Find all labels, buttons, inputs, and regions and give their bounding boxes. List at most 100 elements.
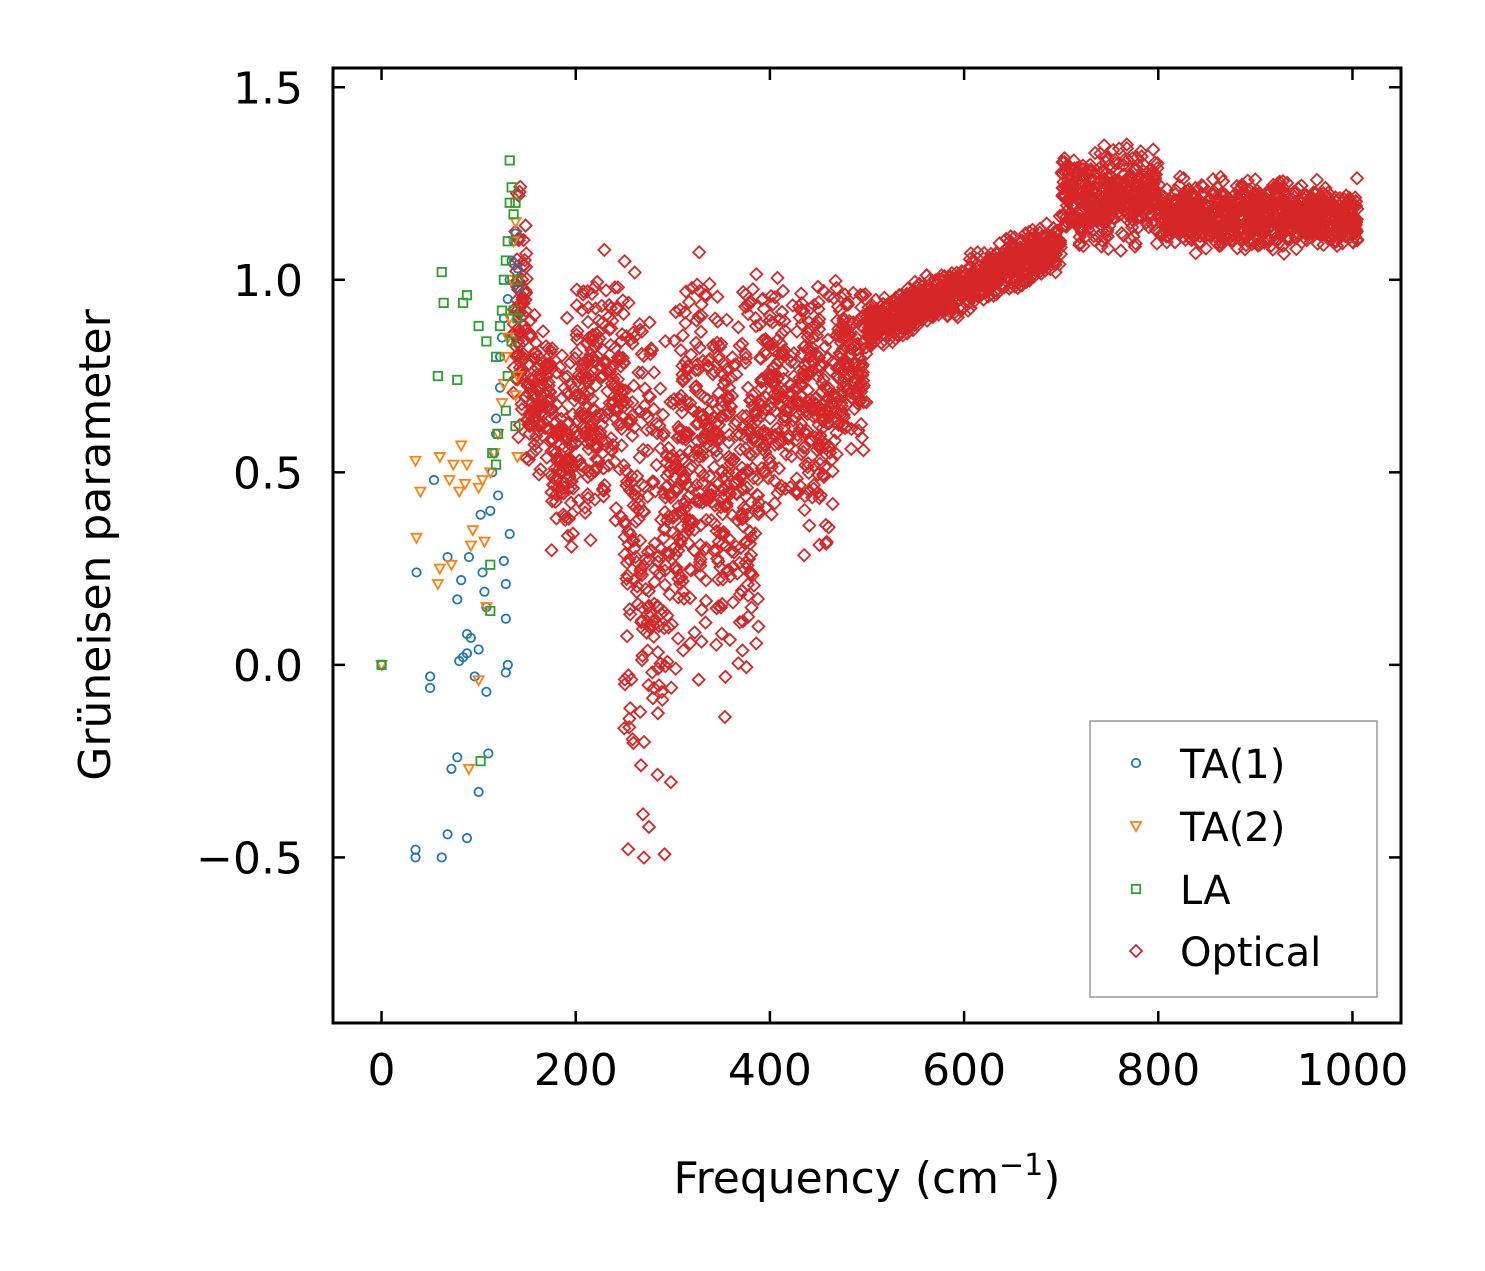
ta2-point [483,467,497,480]
optical-point [1049,224,1064,240]
optical-point [755,442,771,457]
optical-point [526,388,542,404]
optical-point [739,507,755,523]
optical-point [1328,234,1344,249]
optical-point [828,395,844,410]
optical-point [709,600,724,616]
ta2-point [452,486,466,499]
optical-point [597,477,612,493]
optical-point [846,285,861,301]
optical-point [727,417,743,432]
optical-point [640,489,655,504]
optical-point [641,388,656,403]
optical-point [506,326,522,342]
la-point [512,274,523,285]
optical-point [965,253,980,269]
la-point [512,313,523,324]
optical-point [848,356,864,371]
optical-point [789,324,805,339]
ta1-point [491,413,502,424]
optical-point [631,496,647,512]
optical-point [721,485,737,500]
optical-point [735,643,750,658]
optical-point [560,369,575,384]
optical-point [709,335,725,351]
optical-point [722,404,737,420]
optical-point [650,705,666,721]
optical-point [582,332,598,347]
optical-point [819,534,834,550]
optical-point [541,341,556,356]
optical-point [1317,213,1332,228]
optical-point [762,455,778,471]
optical-point [1097,171,1112,187]
optical-point [669,460,684,476]
optical-point [1079,180,1095,195]
optical-point [754,374,769,390]
optical-point [832,329,847,344]
optical-point [812,537,827,553]
optical-point [643,341,659,356]
optical-point [716,377,732,393]
optical-point [1147,166,1162,182]
optical-point [662,587,678,602]
optical-point [1082,214,1098,230]
optical-point [894,315,909,330]
optical-point [511,429,526,445]
optical-point [1062,190,1078,205]
optical-point [644,422,660,437]
optical-point [1058,188,1073,204]
optical-point [657,577,673,593]
optical-point [725,595,741,610]
optical-point [731,473,747,489]
optical-point [692,340,707,355]
optical-point [580,487,595,502]
optical-point [961,295,976,311]
optical-point [619,474,635,489]
optical-point [753,350,768,365]
optical-point [984,286,999,301]
optical-point [1095,214,1110,229]
optical-point [770,270,785,286]
optical-point [670,482,685,497]
optical-point [579,373,594,389]
optical-point [980,252,996,267]
optical-point [666,396,681,411]
optical-point [811,322,827,337]
optical-point [784,419,800,434]
ta2-point [475,475,490,487]
optical-point [949,307,965,323]
optical-point [529,360,545,375]
optical-point [675,373,691,389]
optical-point [1187,188,1203,204]
optical-point [810,279,826,295]
optical-point [629,468,645,484]
optical-point [707,364,722,379]
optical-point [895,327,911,343]
optical-point [617,672,633,687]
optical-point [1333,202,1349,217]
optical-point [617,547,633,562]
optical-point [704,481,720,496]
optical-point [569,345,584,361]
optical-point [1076,238,1091,254]
optical-point [659,608,675,623]
data-points [375,137,1365,865]
optical-point [1222,198,1237,214]
optical-point [636,734,652,750]
y-axis-label: Grüneisen parameter [70,308,121,780]
optical-point [756,301,772,317]
optical-point [1065,207,1080,223]
optical-point [661,440,676,456]
optical-point [738,501,754,517]
la-point [473,320,484,332]
ta2-point [510,452,525,464]
optical-point [980,270,996,285]
optical-point [1252,222,1267,238]
optical-point [789,405,804,420]
optical-point [640,614,655,630]
optical-point [1169,193,1184,208]
y-tick-label: 1.0 [233,256,303,307]
optical-point [833,385,849,400]
